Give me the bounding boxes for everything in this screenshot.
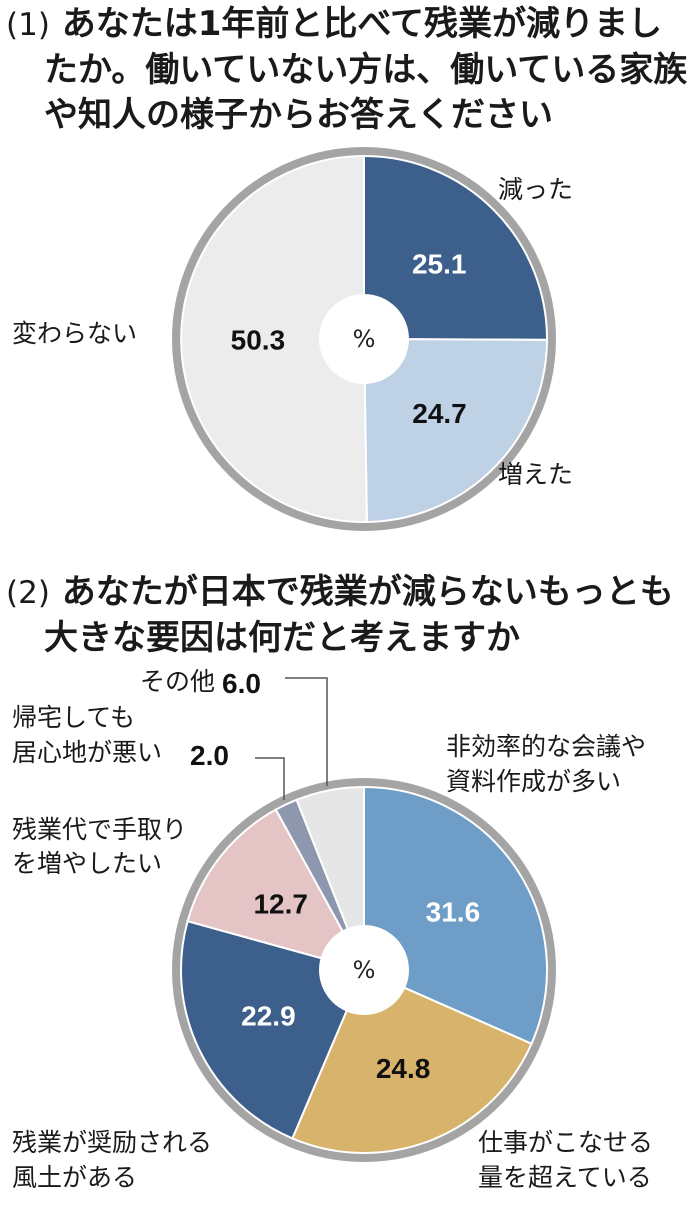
pie-2-label-workload-2: 量を超えている xyxy=(478,1163,652,1192)
pie-2-value-1: 24.8 xyxy=(376,1053,431,1084)
pie-1-outer-ring xyxy=(172,147,556,531)
question-2-title-line-2: 大きな要因は何だと考えますか xyxy=(44,618,520,658)
pie-2-unit: % xyxy=(353,956,376,984)
pie-2-label-culture-2: 風土がある xyxy=(12,1163,137,1192)
question-2-number: (2) xyxy=(6,575,50,611)
pie-2-label-inefficient-1: 非効率的な会議や xyxy=(446,732,646,761)
pie-2-slice-2 xyxy=(180,919,366,1140)
pie-1-unit: % xyxy=(353,325,376,353)
pie-2-slice-0 xyxy=(363,785,548,1046)
pie-2-center-hole xyxy=(319,925,409,1015)
pie-2-label-inefficient-2: 資料作成が多い xyxy=(446,767,621,796)
pie-1-center-hole xyxy=(319,294,409,384)
pie-2-label-home-1: 帰宅しても xyxy=(12,703,135,732)
pie-2-value-home: 2.0 xyxy=(190,740,229,771)
pie-1-value-2: 50.3 xyxy=(231,324,286,355)
pie-2-label-home-2: 居心地が悪い xyxy=(12,738,162,767)
pie-2-label-pay-2: を増やしたい xyxy=(12,849,162,878)
question-1-title-line-3: や知人の様子からお答えください xyxy=(44,95,553,135)
pie-1-value-0: 25.1 xyxy=(412,249,467,280)
question-1-title-line-2: たか。働いていない方は、働いている家族 xyxy=(44,50,688,90)
pie-2-label-workload-1: 仕事がこなせる xyxy=(478,1128,653,1157)
pie-1-slice-2 xyxy=(180,154,368,523)
pie-2-slice-5 xyxy=(295,785,365,971)
pie-2-value-2: 22.9 xyxy=(241,1001,296,1032)
pie-1-label-decreased: 減った xyxy=(498,175,573,204)
pie-1-slice-1 xyxy=(362,337,549,523)
question-1-title: (1) あなたは1年前と比べて残業が減りまし たか。働いていない方は、働いている… xyxy=(6,2,696,138)
pie-1-value-1: 24.7 xyxy=(412,398,467,429)
question-2-title: (2) あなたが日本で残業が減らないもっとも 大きな要因は何だと考えますか xyxy=(6,570,696,661)
leader-line-other xyxy=(285,677,328,786)
pie-2-value-other: 6.0 xyxy=(222,668,261,699)
pie-1-label-unchanged: 変わらない xyxy=(12,319,137,348)
pie-chart-1: % 25.1 24.7 50.3 減った 増えた 変わらない xyxy=(12,147,573,531)
question-2-title-line-1: あなたが日本で残業が減らないもっとも xyxy=(61,572,674,612)
pie-2-label-other: その他 xyxy=(140,667,215,696)
pie-2-value-3: 12.7 xyxy=(253,889,308,920)
pie-2-value-0: 31.6 xyxy=(426,897,481,928)
leader-line-uncomfortable xyxy=(255,757,285,800)
pie-chart-2: % 31.6 24.8 22.9 12.7 非効率的な会議や 資料作成が多い 仕事がこ… xyxy=(12,667,653,1192)
pie-2-slice-1 xyxy=(291,968,533,1154)
question-1-title-line-1: あなたは1年前と比べて残業が減りまし xyxy=(61,4,663,44)
pie-2-slice-3 xyxy=(186,808,367,972)
pie-1-slice-0 xyxy=(363,154,549,341)
pie-2-label-pay-1: 残業代で手取り xyxy=(12,815,187,844)
pie-1-label-increased: 増えた xyxy=(498,460,573,489)
question-1-number: (1) xyxy=(6,7,50,43)
pie-2-label-culture-1: 残業が奨励される xyxy=(12,1128,212,1157)
pie-2-outer-ring xyxy=(172,778,556,1162)
